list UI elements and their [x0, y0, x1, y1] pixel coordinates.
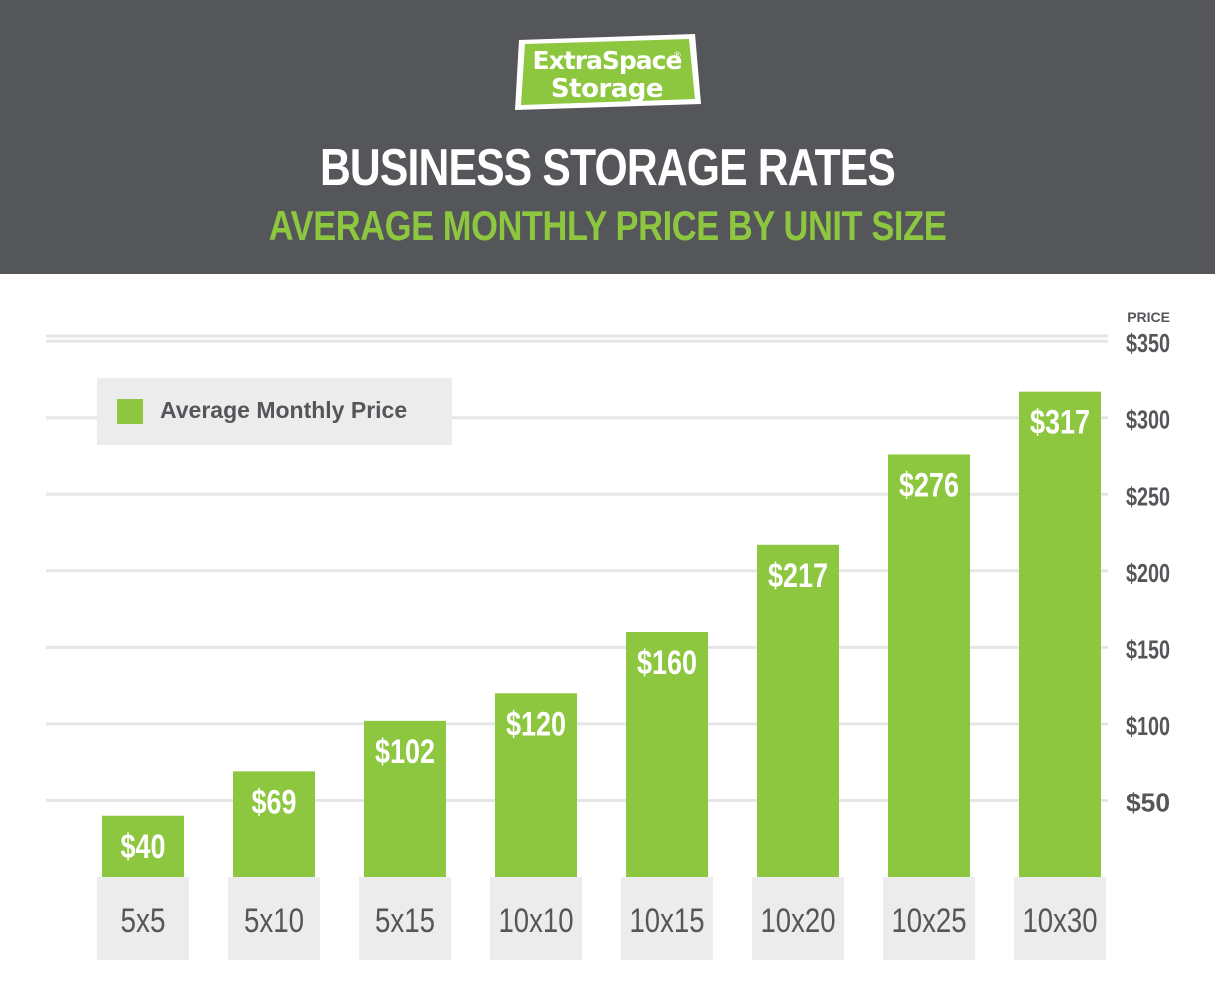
bar — [364, 720, 446, 877]
bar-value-label: $120 — [506, 705, 566, 743]
logo-text-bottom: Storage — [550, 74, 664, 104]
bar — [626, 632, 708, 877]
category-label: 10x10 — [499, 902, 574, 940]
y-axis-title: PRICE — [1127, 309, 1170, 325]
category-label: 5x5 — [121, 902, 166, 940]
category-box — [1014, 877, 1106, 960]
logo-text-top: ExtraSpace — [532, 46, 683, 75]
bar — [495, 693, 577, 877]
category-label: 5x15 — [375, 902, 435, 940]
bar-value-label: $160 — [637, 644, 697, 682]
header-banner: ExtraSpace Storage ® BUSINESS STORAGE RA… — [0, 0, 1215, 274]
y-tick-label: $350 — [1126, 328, 1170, 358]
bar — [757, 544, 839, 877]
bar — [1019, 391, 1101, 877]
bar — [102, 815, 184, 877]
bar — [233, 771, 315, 877]
category-box — [359, 877, 451, 960]
category-box — [228, 877, 320, 960]
y-tick-label: $300 — [1126, 405, 1170, 435]
category-box — [97, 877, 189, 960]
chart-legend: Average Monthly Price — [97, 378, 452, 445]
bar-value-label: $40 — [121, 828, 166, 866]
page-title: BUSINESS STORAGE RATES — [319, 139, 896, 197]
bar-value-label: $102 — [375, 733, 435, 771]
category-box — [621, 877, 713, 960]
category-box — [752, 877, 844, 960]
bar-chart: $50 $100 $150 $200 $250 $300 $350 PRICE $40 5x5 $6… — [46, 309, 1170, 960]
y-tick-label: $150 — [1126, 634, 1170, 664]
category-box — [883, 877, 975, 960]
bar-value-label: $217 — [768, 557, 828, 595]
bar-value-label: $276 — [899, 466, 959, 504]
category-label: 10x20 — [761, 902, 836, 940]
category-label: 10x15 — [630, 902, 705, 940]
bar-value-label: $69 — [252, 783, 297, 821]
y-tick-label: $200 — [1126, 558, 1170, 588]
logo-registered-mark: ® — [674, 50, 681, 60]
category-label: 10x25 — [892, 902, 967, 940]
y-tick-label: $250 — [1126, 481, 1170, 511]
category-label: 5x10 — [244, 902, 304, 940]
extra-space-storage-logo: ExtraSpace Storage — [509, 30, 705, 114]
y-tick-label: $50 — [1126, 787, 1170, 817]
y-tick-label: $100 — [1126, 711, 1170, 741]
legend-label: Average Monthly Price — [160, 397, 408, 423]
bar-value-label: $317 — [1030, 404, 1090, 442]
page-subtitle: AVERAGE MONTHLY PRICE BY UNIT SIZE — [268, 202, 947, 249]
legend-swatch — [117, 399, 143, 424]
category-box — [490, 877, 582, 960]
category-label: 10x30 — [1023, 902, 1098, 940]
bar — [888, 454, 970, 877]
